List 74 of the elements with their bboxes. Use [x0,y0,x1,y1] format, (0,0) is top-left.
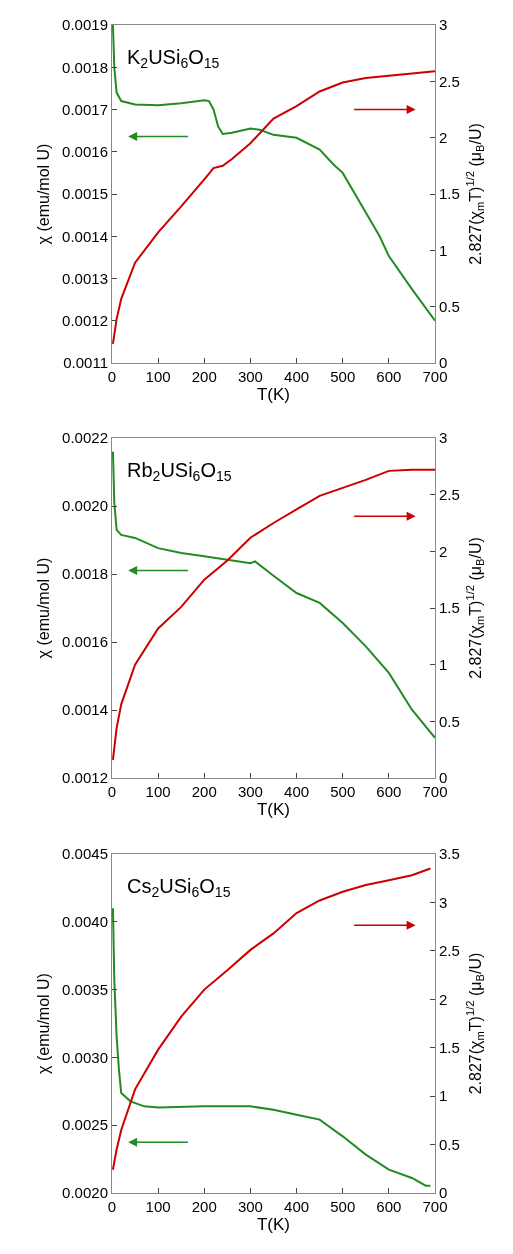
y2-tick-label: 3.5 [439,845,460,863]
line-series [112,907,432,1187]
y2-tick-label: 0.5 [439,712,460,730]
x-tick-label: 200 [191,368,217,385]
y2-tick-label: 1.5 [439,599,460,617]
y2-tick-label: 1 [439,241,448,259]
x-tick-label: 300 [237,1198,263,1215]
x-tick-label: 0 [107,368,117,385]
y-tick-label: 0.0012 [62,769,108,787]
y-tick-label: 0.0014 [62,701,108,719]
annotation: Rb$_{2}$USi$_{6}$O$_{15}$ [127,459,232,485]
y-tick-label: 0.0018 [62,58,108,76]
x-tick-label: 0 [107,1198,117,1215]
y2-tick-label: 3 [439,16,448,34]
y-tick-label: 0.0019 [62,16,108,34]
x-tick-label: 100 [145,368,171,385]
x-tick-label: 100 [145,783,171,800]
x-tick-label: 500 [330,783,356,800]
x-tick-label: 600 [376,1198,402,1215]
y2-tick-label: 1 [439,655,448,673]
y2-tick-label: 2.5 [439,942,460,960]
y-tick-label: 0.0016 [62,143,108,160]
y-axis-title: χ (emu/mol U) [35,143,53,245]
y-tick-label: 0.0018 [62,565,108,583]
x-tick-label: 500 [330,1198,356,1215]
line-series [112,25,435,322]
y-axis-title: χ (emu/mol U) [35,557,53,659]
y2-tick-label: 3 [439,893,448,911]
y-tick-label: 0.0035 [62,980,108,998]
line-series [112,70,435,345]
x-tick-label: 400 [284,783,310,800]
x-tick-label: 200 [191,783,217,800]
x-tick-label: 600 [376,368,402,385]
y-tick-label: 0.0022 [62,429,108,447]
y-tick-label: 0.0020 [62,497,108,515]
y2-tick-label: 2.5 [439,72,460,90]
annotation: K$_{2}$USi$_{6}$O$_{15}$ [127,46,220,72]
x-axis-title: T(K) [256,1215,291,1235]
y2-tick-label: 0.5 [439,1135,460,1153]
y-tick-label: 0.0016 [62,633,108,651]
y-tick-label: 0.0040 [62,913,108,931]
y-tick-label: 0.0045 [62,845,108,863]
y-tick-label: 0.0030 [62,1048,108,1066]
x-tick-label: 0 [107,783,117,800]
y-tick-label: 0.0025 [62,1116,108,1134]
y-axis-title: χ (emu/mol U) [35,973,53,1074]
x-tick-label: 300 [237,368,263,385]
y2-tick-label: 2 [439,990,448,1008]
y-tick-label: 0.0011 [63,354,108,372]
y-tick-label: 0.0012 [62,312,108,329]
y2-tick-label: 1.5 [439,1038,460,1056]
y-tick-label: 0.0014 [62,227,108,245]
y2-tick-label: 2.5 [439,485,460,503]
y2-tick-label: 2 [439,542,448,560]
x-tick-label: 100 [145,1198,171,1215]
y-tick-label: 0.0015 [62,185,108,203]
x-tick-label: 300 [237,783,263,800]
x-tick-label: 500 [330,368,356,385]
line-series [112,867,432,1171]
y-tick-label: 0.0020 [62,1184,108,1202]
y-tick-label: 0.0013 [62,269,108,287]
y-tick-label: 0.0017 [62,100,108,118]
x-axis-title: T(K) [256,385,291,405]
x-tick-label: 400 [284,368,310,385]
x-tick-label: 200 [191,1198,217,1215]
x-tick-label: 400 [284,1198,310,1215]
y2-tick-label: 0.5 [439,297,460,315]
y2-tick-label: 2 [439,128,448,146]
x-axis-title: T(K) [256,800,291,820]
y2-tick-label: 3 [439,429,448,447]
y2-tick-label: 1 [439,1087,448,1105]
x-tick-label: 600 [376,783,402,800]
y2-tick-label: 1.5 [439,185,460,203]
annotation: Cs$_{2}$USi$_{6}$O$_{15}$ [127,875,231,901]
